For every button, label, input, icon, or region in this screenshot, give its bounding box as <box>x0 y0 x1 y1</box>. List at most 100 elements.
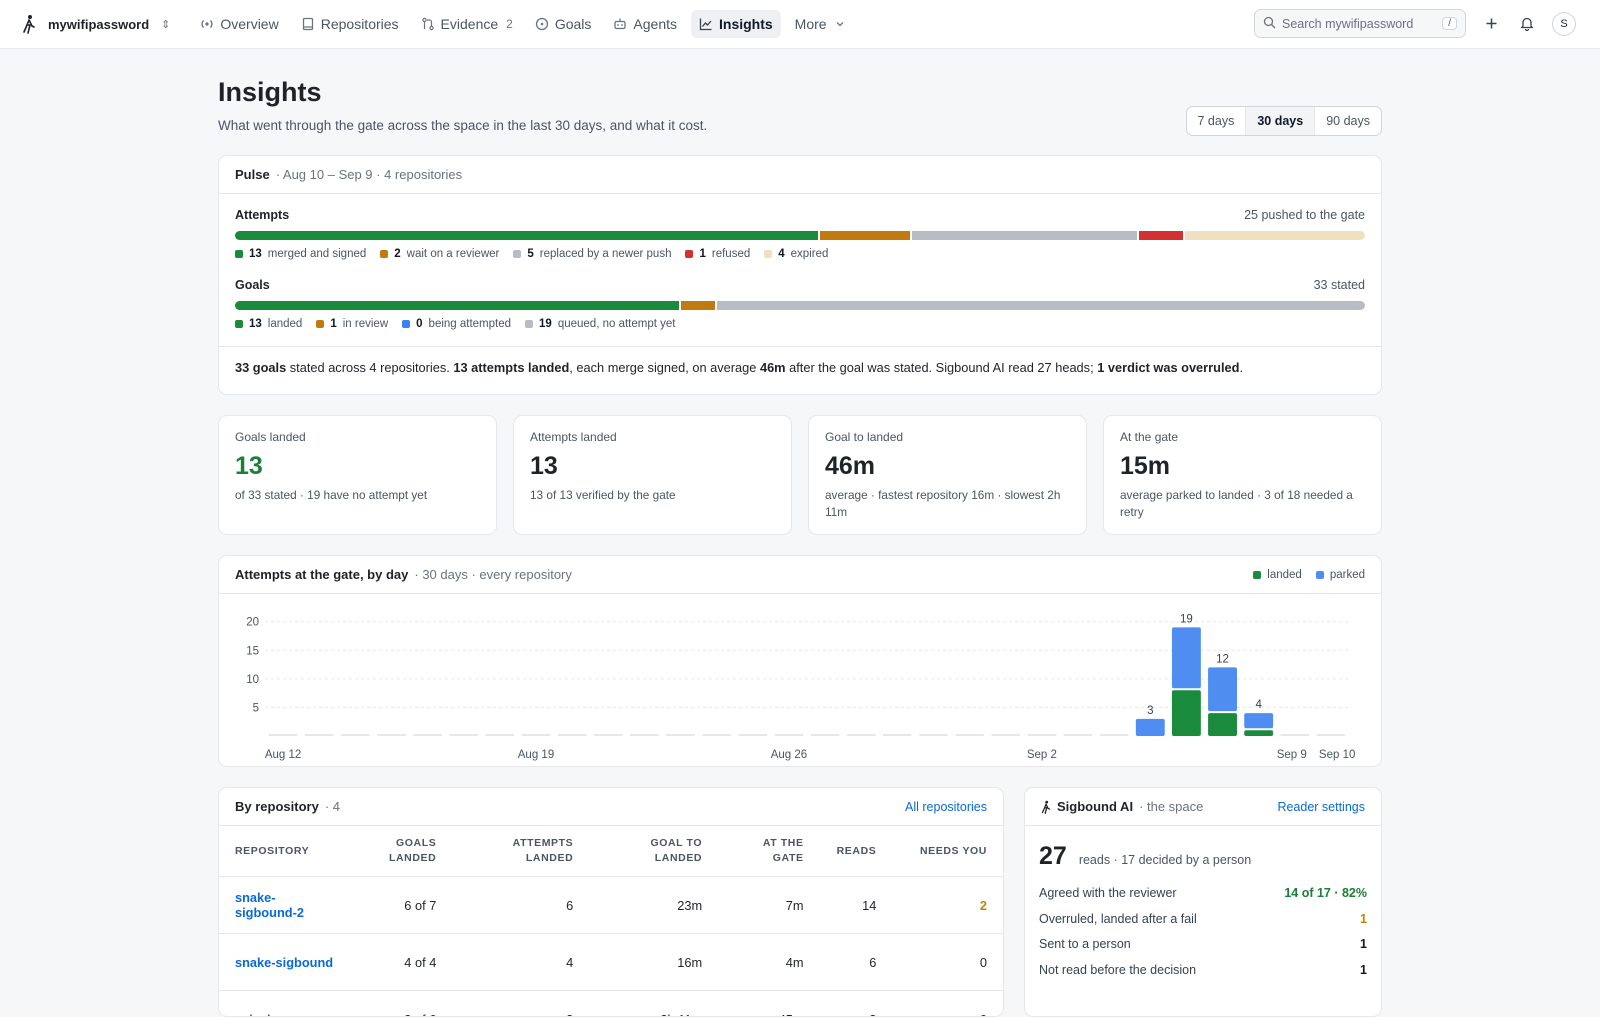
ai-reads-text: reads · 17 decided by a person <box>1079 853 1251 867</box>
x-tick-label: Aug 26 <box>771 749 807 761</box>
legend-swatch <box>402 320 410 328</box>
goals-stacked-bar <box>235 301 1365 310</box>
avatar[interactable]: S <box>1552 12 1576 36</box>
nav-goals[interactable]: Goals <box>527 10 600 38</box>
empty-day-bar <box>738 734 767 736</box>
col-goals-landed[interactable]: Goals landed <box>351 826 452 877</box>
top-nav: mywifipassword ⇕ Overview Repositories E… <box>0 0 1600 49</box>
repo-count: · 4 <box>325 799 340 814</box>
legend-count: 0 <box>416 318 422 330</box>
stat-detail: average parked to landed · 3 of 18 neede… <box>1120 487 1365 521</box>
col-goal-to-landed[interactable]: Goal to landed <box>589 826 718 877</box>
bar-parked <box>1208 667 1237 711</box>
legend-text: replaced by a newer push <box>540 248 672 260</box>
nav-agents[interactable]: Agents <box>605 10 685 38</box>
col-repository[interactable]: Repository <box>219 826 351 877</box>
empty-day-bar <box>811 734 840 736</box>
search-placeholder: Search mywifipassword <box>1282 17 1413 31</box>
cell-goals-landed: 4 of 4 <box>351 934 452 991</box>
summary-text: stated across 4 repositories. <box>286 360 453 375</box>
cell-attempts-landed: 6 <box>452 877 589 934</box>
sigbound-logo-icon <box>20 14 38 34</box>
empty-day-bar <box>702 734 731 736</box>
evidence-count-badge: 2 <box>506 17 513 31</box>
stat-attempts-landed: Attempts landed 13 13 of 13 verified by … <box>513 415 792 535</box>
table-row[interactable]: scicalc 3 of 6 3 2h 11m 45m 3 0 <box>219 991 1003 1017</box>
repo-link[interactable]: snake-sigbound-2 <box>219 877 351 934</box>
legend-count: 1 <box>699 248 705 260</box>
page-title: Insights <box>218 77 1382 108</box>
col-attempts-landed[interactable]: Attempts landed <box>452 826 589 877</box>
sigbound-ai-card: Sigbound AI · the space Reader settings … <box>1024 787 1382 1017</box>
pulse-card: Pulse · Aug 10 – Sep 9 · 4 repositories … <box>218 155 1382 395</box>
legend-item: 5 replaced by a newer push <box>513 248 671 260</box>
table-row[interactable]: snake-sigbound-2 6 of 7 6 23m 7m 14 2 <box>219 877 1003 934</box>
range-7-days[interactable]: 7 days <box>1187 107 1246 135</box>
bar-landed <box>1208 713 1237 736</box>
legend-text: refused <box>712 248 750 260</box>
graph-icon <box>699 17 713 31</box>
ai-stat-label: Overruled, landed after a fail <box>1039 912 1197 928</box>
nav-insights[interactable]: Insights <box>691 10 781 38</box>
cell-at-the-gate: 4m <box>718 934 819 991</box>
ai-card-meta: · the space <box>1139 799 1203 814</box>
workspace-switcher[interactable]: mywifipassword ⇕ <box>20 14 170 34</box>
ai-stat-row: Sent to a person 1 <box>1025 932 1381 958</box>
col-at-the-gate[interactable]: At the gate <box>718 826 819 877</box>
x-tick-label: Sep 2 <box>1027 749 1057 761</box>
ai-stat-row: Not read before the decision 1 <box>1025 958 1381 984</box>
broadcast-icon <box>200 17 214 31</box>
nav-repositories[interactable]: Repositories <box>293 10 407 38</box>
col-needs-you[interactable]: Needs you <box>892 826 1003 877</box>
legend-swatch <box>380 250 388 258</box>
workspace-name: mywifipassword <box>48 17 149 32</box>
ai-stat-value: 1 <box>1360 912 1367 928</box>
repo-link[interactable]: snake-sigbound <box>219 934 351 991</box>
bar-segment <box>820 231 910 240</box>
nav-evidence[interactable]: Evidence 2 <box>413 10 521 38</box>
cell-reads: 6 <box>820 934 893 991</box>
search-input[interactable]: Search mywifipassword / <box>1254 9 1466 38</box>
bar-landed <box>1172 690 1201 736</box>
range-90-days[interactable]: 90 days <box>1314 107 1381 135</box>
legend-count: 5 <box>527 248 533 260</box>
stat-value: 13 <box>235 452 480 481</box>
legend-count: 4 <box>778 248 784 260</box>
plus-icon[interactable] <box>1480 13 1502 35</box>
cell-needs-you: 2 <box>892 877 1003 934</box>
reader-settings-link[interactable]: Reader settings <box>1277 800 1365 814</box>
stat-cards: Goals landed 13 of 33 stated · 19 have n… <box>218 415 1382 535</box>
cell-attempts-landed: 4 <box>452 934 589 991</box>
col-reads[interactable]: Reads <box>820 826 893 877</box>
empty-day-bar <box>774 734 803 736</box>
bar-parked <box>1172 627 1201 688</box>
goals-total: 33 stated <box>1314 278 1365 292</box>
ai-stat-label: Not read before the decision <box>1039 963 1196 979</box>
empty-day-bar <box>919 734 948 736</box>
repo-table: Repository Goals landed Attempts landed … <box>219 826 1003 1017</box>
stat-goal-to-landed: Goal to landed 46m average · fastest rep… <box>808 415 1087 535</box>
by-repository-card: By repository · 4 All repositories Repos… <box>218 787 1004 1017</box>
all-repositories-link[interactable]: All repositories <box>905 800 987 814</box>
legend-count: 2 <box>394 248 400 260</box>
table-row[interactable]: snake-sigbound 4 of 4 4 16m 4m 6 0 <box>219 934 1003 991</box>
empty-day-bar <box>485 734 514 736</box>
bell-icon[interactable] <box>1516 13 1538 35</box>
ai-card-title: Sigbound AI <box>1057 799 1133 814</box>
empty-day-bar <box>991 734 1020 736</box>
nav-more[interactable]: More <box>787 10 855 38</box>
legend-text: in review <box>343 318 388 330</box>
cell-needs-you: 0 <box>892 934 1003 991</box>
range-30-days[interactable]: 30 days <box>1245 107 1314 135</box>
nav-overview[interactable]: Overview <box>192 10 286 38</box>
bar-segment <box>912 231 1136 240</box>
bottom-row: By repository · 4 All repositories Repos… <box>218 787 1382 1017</box>
ai-stat-value: 14 of 17 · 82% <box>1284 886 1367 902</box>
repo-link[interactable]: scicalc <box>219 991 351 1017</box>
